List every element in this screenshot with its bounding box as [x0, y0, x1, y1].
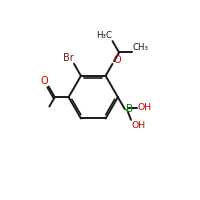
- Text: OH: OH: [138, 103, 152, 112]
- Text: CH₃: CH₃: [133, 43, 149, 52]
- Text: B: B: [126, 104, 133, 114]
- Text: H₃C: H₃C: [96, 31, 112, 40]
- Text: O: O: [113, 55, 121, 65]
- Text: O: O: [40, 76, 48, 86]
- Text: Br: Br: [63, 53, 74, 63]
- Text: OH: OH: [132, 121, 146, 130]
